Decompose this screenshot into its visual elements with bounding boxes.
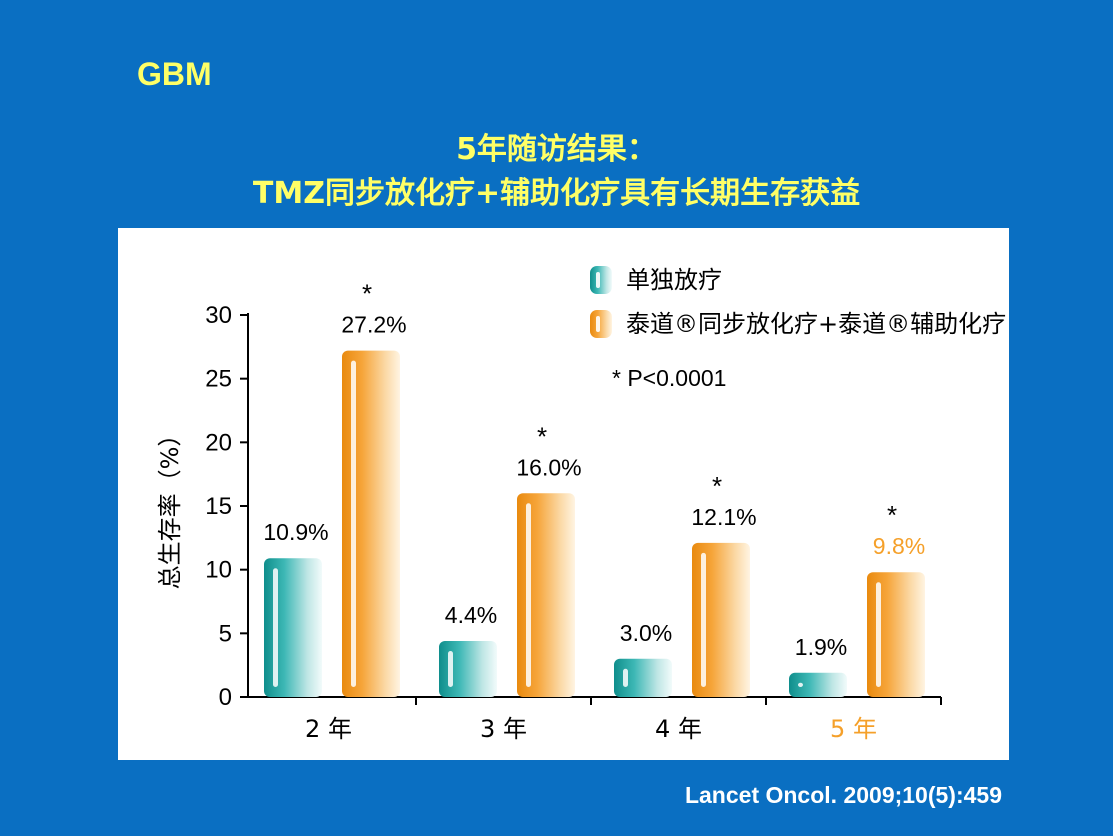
data-label: 12.1% xyxy=(691,504,756,530)
bar-shine xyxy=(876,582,881,687)
bar-tmz-2 xyxy=(517,493,575,697)
bar-radiotherapy-3 xyxy=(614,658,672,697)
bar-tmz-3 xyxy=(692,542,750,697)
data-label: 9.8% xyxy=(873,533,925,559)
significance-star: * xyxy=(537,421,547,451)
bar-shine xyxy=(448,650,453,687)
y-tick-label: 15 xyxy=(205,493,232,520)
legend-swatch xyxy=(590,266,612,294)
bar-radiotherapy-1 xyxy=(264,558,322,697)
significance-star: * xyxy=(712,471,722,501)
bar-shine xyxy=(701,552,706,687)
legend-swatch xyxy=(590,310,612,338)
legend-label-radiotherapy: 单独放疗 xyxy=(626,266,722,294)
data-label: 10.9% xyxy=(263,519,328,545)
citation-source: Lancet Oncol. 2009;10(5):459 xyxy=(684,782,1002,808)
chart-panel: 0 5 10 15 20 25 30 总生存率（%） 2 年 3 年 4 年 5 年 10.9% 4.4… xyxy=(118,228,1009,760)
legend-label-tmz: 泰道®同步放化疗+泰道®辅助化疗 xyxy=(626,310,1006,338)
significance-star: * xyxy=(362,279,372,309)
x-tick-label: 2 年 xyxy=(305,715,352,743)
legend-swatch-shine xyxy=(596,272,600,288)
legend-swatch-shine xyxy=(596,316,600,332)
bar-radiotherapy-4 xyxy=(789,672,847,697)
data-label: 4.4% xyxy=(445,602,497,628)
y-tick-label: 10 xyxy=(205,557,232,584)
y-tick-label: 0 xyxy=(219,684,232,711)
y-tick-label: 5 xyxy=(219,620,232,647)
x-tick-label: 3 年 xyxy=(480,715,527,743)
bar-shine xyxy=(798,682,803,687)
data-label: 27.2% xyxy=(341,312,406,338)
bar-shine xyxy=(526,503,531,687)
bar-shine xyxy=(351,360,356,687)
p-value-annotation: * P<0.0001 xyxy=(612,365,726,391)
x-tick-label: 4 年 xyxy=(655,715,702,743)
bar-shine xyxy=(623,668,628,687)
bar-radiotherapy-2 xyxy=(439,640,497,697)
y-axis-title: 总生存率（%） xyxy=(156,423,184,590)
survival-bar-chart: 0 5 10 15 20 25 30 总生存率（%） 2 年 3 年 4 年 5 年 10.9% 4.4… xyxy=(156,266,1006,743)
significance-star: * xyxy=(887,500,897,530)
x-tick-label: 5 年 xyxy=(830,715,877,743)
y-tick-label: 30 xyxy=(205,302,232,329)
y-tick-label: 20 xyxy=(205,429,232,456)
data-label: 3.0% xyxy=(620,620,672,646)
data-label: 16.0% xyxy=(516,454,581,480)
y-tick-label: 25 xyxy=(205,366,232,393)
slide-title-line-1: 5年随访结果： xyxy=(456,132,657,167)
gbm-tag: GBM xyxy=(137,56,212,92)
bar-shine xyxy=(273,568,278,687)
slide-title-line-2: TMZ同步放化疗+辅助化疗具有长期生存获益 xyxy=(252,176,861,211)
bar-tmz-1 xyxy=(342,350,400,697)
bar-tmz-4 xyxy=(867,572,925,697)
data-label: 1.9% xyxy=(795,634,847,660)
